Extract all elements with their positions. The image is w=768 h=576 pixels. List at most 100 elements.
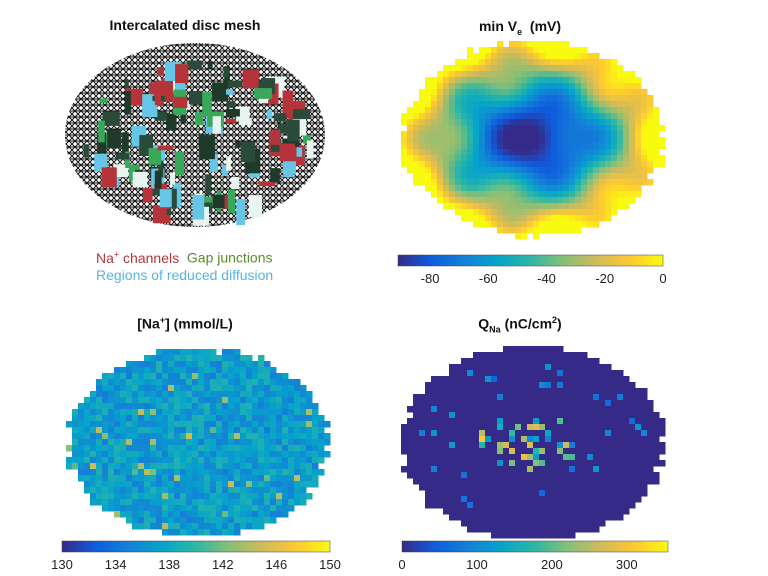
heatmap-cell xyxy=(545,107,552,114)
heatmap-cell xyxy=(491,400,498,407)
heatmap-cell xyxy=(90,487,97,494)
heatmap-cell xyxy=(641,107,648,114)
heatmap-cell xyxy=(503,430,510,437)
heatmap-cell xyxy=(629,436,636,443)
heatmap-cell xyxy=(575,418,582,425)
heatmap-cell xyxy=(240,379,247,386)
heatmap-cell xyxy=(653,125,660,132)
heatmap-cell xyxy=(168,481,175,488)
heatmap-cell xyxy=(563,89,570,96)
heatmap-cell xyxy=(204,373,211,380)
heatmap-cell xyxy=(641,424,648,431)
heatmap-cell xyxy=(587,430,594,437)
heatmap-cell xyxy=(623,155,630,162)
heatmap-cell xyxy=(413,107,420,114)
heatmap-cell xyxy=(521,101,528,108)
heatmap-cell xyxy=(581,47,588,54)
heatmap-cell xyxy=(192,517,199,524)
heatmap-cell xyxy=(431,107,438,114)
heatmap-cell xyxy=(126,463,133,470)
heatmap-cell xyxy=(509,107,516,114)
heatmap-cell xyxy=(575,490,582,497)
heatmap-cell xyxy=(84,457,91,464)
heatmap-cell xyxy=(485,119,492,126)
heatmap-cell xyxy=(587,77,594,84)
heatmap-cell xyxy=(503,508,510,515)
heatmap-cell xyxy=(491,119,498,126)
heatmap-cell xyxy=(527,59,534,66)
heatmap-cell xyxy=(425,167,432,174)
heatmap-cell xyxy=(509,508,516,515)
heatmap-cell xyxy=(533,448,540,455)
heatmap-cell xyxy=(431,436,438,443)
heatmap-cell xyxy=(312,415,319,422)
heatmap-cell xyxy=(563,388,570,395)
heatmap-cell xyxy=(587,131,594,138)
heatmap-cell xyxy=(515,346,522,353)
heatmap-cell xyxy=(318,433,325,440)
heatmap-cell xyxy=(557,526,564,533)
heatmap-cell xyxy=(192,499,199,506)
heatmap-cell xyxy=(258,409,265,416)
heatmap-cell xyxy=(557,203,564,210)
heatmap-cell xyxy=(599,167,606,174)
heatmap-cell xyxy=(485,388,492,395)
heatmap-cell xyxy=(84,481,91,488)
heatmap-cell xyxy=(623,394,630,401)
heatmap-cell xyxy=(635,448,642,455)
heatmap-cell xyxy=(168,451,175,458)
heatmap-cell xyxy=(581,370,588,377)
heatmap-cell xyxy=(509,155,516,162)
heatmap-cell xyxy=(587,418,594,425)
heatmap-cell xyxy=(575,143,582,150)
heatmap-cell xyxy=(443,131,450,138)
heatmap-cell xyxy=(282,391,289,398)
heatmap-cell xyxy=(569,215,576,222)
heatmap-cell xyxy=(497,508,504,515)
heatmap-cell xyxy=(575,77,582,84)
heatmap-cell xyxy=(653,418,660,425)
heatmap-cell xyxy=(629,460,636,467)
heatmap-cell xyxy=(497,526,504,533)
heatmap-cell xyxy=(455,388,462,395)
heatmap-cell xyxy=(449,424,456,431)
heatmap-cell xyxy=(306,409,313,416)
heatmap-cell xyxy=(497,95,504,102)
heatmap-cell xyxy=(617,370,624,377)
heatmap-cell xyxy=(192,355,199,362)
heatmap-cell xyxy=(659,430,666,437)
heatmap-cell xyxy=(551,502,558,509)
heatmap-cell xyxy=(234,361,241,368)
heatmap-cell xyxy=(401,113,408,120)
heatmap-cell xyxy=(473,412,480,419)
heatmap-cell xyxy=(605,406,612,413)
heatmap-cell xyxy=(551,526,558,533)
heatmap-cell xyxy=(605,412,612,419)
heatmap-cell xyxy=(138,379,145,386)
heatmap-cell xyxy=(90,421,97,428)
heatmap-cell xyxy=(515,412,522,419)
heatmap-cell xyxy=(102,397,109,404)
heatmap-cell xyxy=(276,505,283,512)
heatmap-cell xyxy=(509,472,516,479)
heatmap-cell xyxy=(545,227,552,234)
heatmap-cell xyxy=(509,173,516,180)
heatmap-cell xyxy=(204,523,211,530)
heatmap-cell xyxy=(533,173,540,180)
ve-colorbar xyxy=(397,254,664,267)
heatmap-cell xyxy=(150,367,157,374)
heatmap-cell xyxy=(282,409,289,416)
heatmap-cell xyxy=(575,430,582,437)
heatmap-cell xyxy=(186,445,193,452)
heatmap-cell xyxy=(497,406,504,413)
heatmap-cell xyxy=(527,95,534,102)
heatmap-cell xyxy=(503,131,510,138)
heatmap-cell xyxy=(641,137,648,144)
heatmap-cell xyxy=(515,394,522,401)
heatmap-cell xyxy=(186,475,193,482)
heatmap-cell xyxy=(132,481,139,488)
heatmap-cell xyxy=(294,397,301,404)
heatmap-cell xyxy=(443,496,450,503)
heatmap-cell xyxy=(557,358,564,365)
heatmap-cell xyxy=(635,101,642,108)
